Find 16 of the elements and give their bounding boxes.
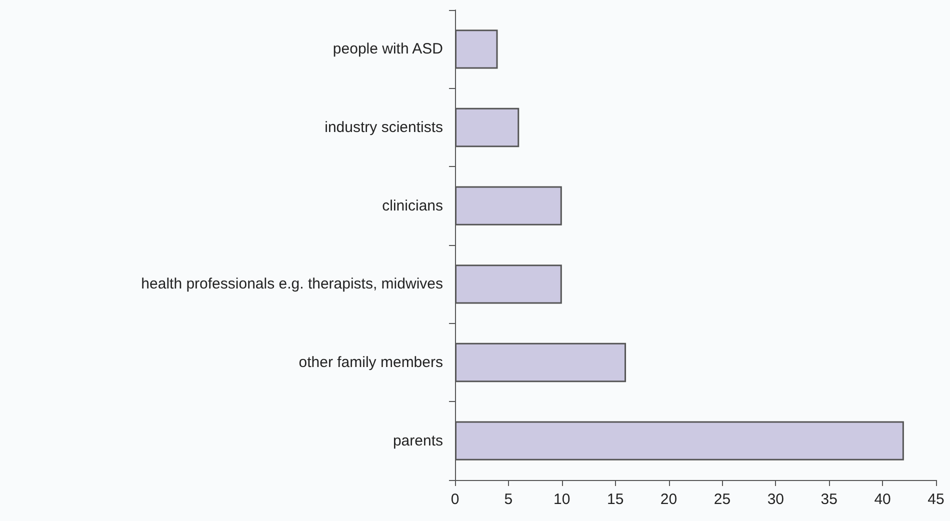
y-tick-label: parents	[392, 432, 443, 450]
x-tick-label: 35	[820, 491, 838, 508]
x-tick-label: 15	[606, 491, 624, 508]
y-tick-label: clinicians	[382, 197, 443, 214]
y-tick-label: health professionals e.g. therapists, midwives	[141, 276, 443, 293]
x-tick-label: 20	[660, 491, 678, 508]
y-tick-label: other family members	[298, 354, 443, 371]
x-tick-label: 0	[450, 491, 460, 508]
x-tick-label: 45	[928, 491, 944, 508]
y-tick-label: people with ASD	[332, 40, 444, 58]
x-tick-label: 10	[554, 491, 570, 508]
x-tick-label: 25	[714, 491, 731, 508]
x-tick-label: 40	[874, 491, 891, 508]
x-tick-label: 5	[504, 491, 513, 508]
y-tick-label: industry scientists	[324, 119, 443, 136]
x-tick-label: 30	[767, 491, 784, 508]
